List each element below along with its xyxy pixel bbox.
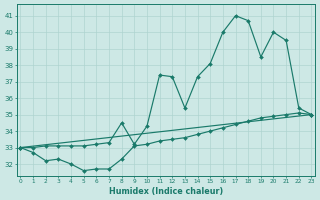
X-axis label: Humidex (Indice chaleur): Humidex (Indice chaleur) (109, 187, 223, 196)
